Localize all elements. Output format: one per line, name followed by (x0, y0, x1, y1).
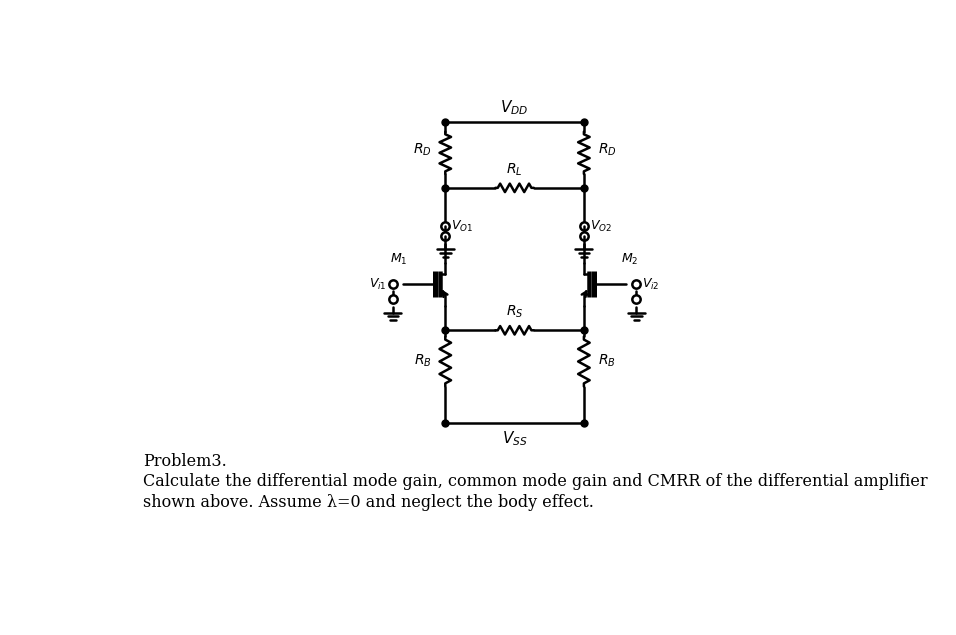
Text: $R_B$: $R_B$ (414, 353, 431, 370)
Text: $V_{DD}$: $V_{DD}$ (500, 98, 529, 117)
Text: $V_{O2}$: $V_{O2}$ (590, 219, 612, 234)
Text: $M_2$: $M_2$ (621, 252, 639, 267)
Text: $R_L$: $R_L$ (507, 161, 523, 178)
Text: $R_D$: $R_D$ (413, 141, 431, 157)
Text: $R_B$: $R_B$ (598, 353, 616, 370)
Text: $V_{i2}$: $V_{i2}$ (642, 277, 660, 291)
Text: $V_{O1}$: $V_{O1}$ (451, 219, 473, 234)
Text: $V_{i1}$: $V_{i1}$ (369, 277, 387, 291)
Text: Calculate the differential mode gain, common mode gain and CMRR of the different: Calculate the differential mode gain, co… (143, 472, 928, 490)
Text: $M_1$: $M_1$ (390, 252, 408, 267)
Text: $V_{SS}$: $V_{SS}$ (502, 429, 528, 448)
Text: shown above. Assume λ=0 and neglect the body effect.: shown above. Assume λ=0 and neglect the … (143, 493, 595, 511)
Text: Problem3.: Problem3. (143, 453, 228, 471)
Text: $R_S$: $R_S$ (506, 304, 523, 320)
Text: $R_D$: $R_D$ (598, 141, 617, 157)
